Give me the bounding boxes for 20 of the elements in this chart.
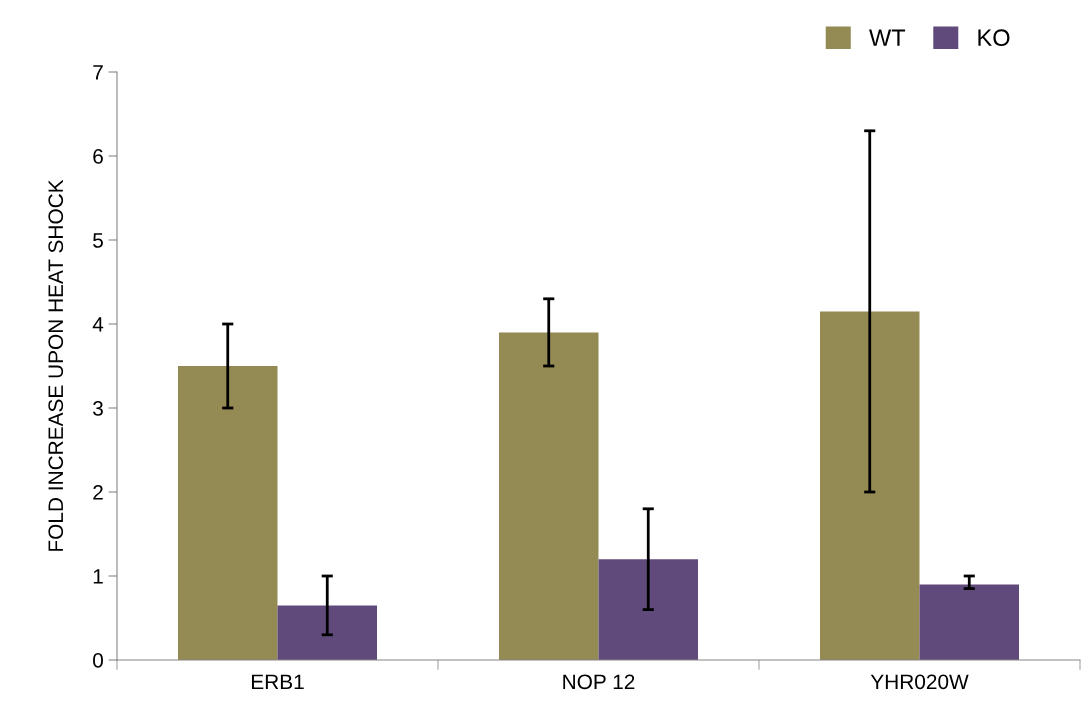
legend-label: KO [978, 29, 1010, 47]
bar [177, 366, 278, 660]
x-tick-label: YHR020W [870, 674, 969, 690]
y-tick-label: 6 [93, 149, 103, 164]
y-tick-label: 1 [93, 569, 103, 584]
bar [919, 584, 1020, 660]
y-tick-label: 0 [93, 653, 103, 668]
bar [277, 605, 378, 660]
legend-label: WT [869, 29, 906, 46]
bar [598, 559, 699, 660]
x-tick-label: ERB1 [252, 674, 304, 689]
x-tick-label: NOP 12 [563, 674, 635, 690]
y-tick-label: 2 [93, 485, 103, 500]
y-tick-label: 5 [93, 233, 103, 248]
y-tick-label: 3 [93, 401, 103, 416]
y-tick-label: 7 [93, 65, 103, 80]
y-tick-label: 4 [92, 317, 104, 332]
y-axis-title: FOLD INCREASE UPON HEAT SHOCK [48, 179, 64, 551]
bar [819, 311, 920, 660]
bar [498, 332, 599, 660]
